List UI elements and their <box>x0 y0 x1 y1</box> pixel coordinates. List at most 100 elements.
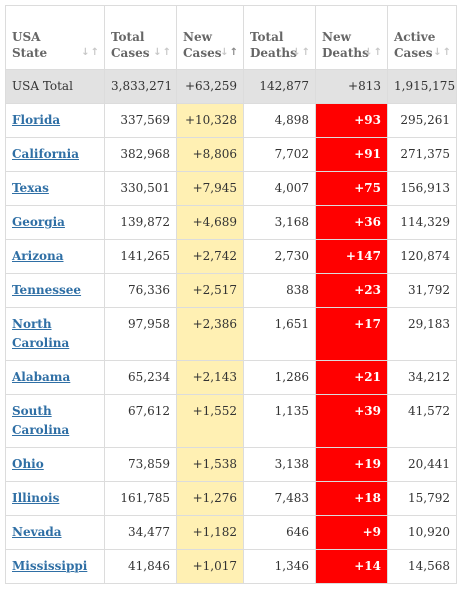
state-link[interactable]: California <box>12 147 79 161</box>
state-cell: Nevada <box>5 515 105 550</box>
column-header-line2: Cases <box>111 46 150 60</box>
state-link[interactable]: North Carolina <box>12 317 70 350</box>
state-cell: Alabama <box>5 360 105 395</box>
sort-arrow-icon: ↓ <box>364 47 373 58</box>
total-deaths-cell: 7,702 <box>243 137 316 172</box>
total-row: USA Total 3,833,271 +63,259 142,877 +813 1,91… <box>5 69 457 104</box>
column-header-total-cases[interactable]: Total Cases ↓ ↑ <box>104 5 177 70</box>
active-cases-cell: 20,441 <box>387 447 457 482</box>
total-cases-cell: 76,336 <box>104 273 177 308</box>
sort-arrow-icon: ↑ <box>162 47 171 58</box>
sort-icon[interactable]: ↓ ↑ <box>153 48 171 58</box>
state-cell: Tennessee <box>5 273 105 308</box>
sort-arrow-icon: ↓ <box>220 47 229 58</box>
state-cell: Ohio <box>5 447 105 482</box>
total-cases-cell: 41,846 <box>104 549 177 584</box>
active-cases-cell: 10,920 <box>387 515 457 550</box>
sort-arrow-icon: ↓ <box>433 47 442 58</box>
table-row: Tennessee 76,336 +2,517 838 +23 31,792 <box>5 273 457 308</box>
sort-arrow-icon: ↑ <box>373 47 382 58</box>
new-cases-cell: +1,182 <box>176 515 244 550</box>
column-header-state[interactable]: USA State ↓ ↑ <box>5 5 105 70</box>
header-row: USA State ↓ ↑ Total Cases ↓ ↑ New Cases ↓ ↑ Total Dea… <box>5 5 457 70</box>
column-header-line1: Active <box>394 30 436 44</box>
active-cases-cell: 34,212 <box>387 360 457 395</box>
total-cases-cell: 65,234 <box>104 360 177 395</box>
state-link[interactable]: Arizona <box>12 249 64 263</box>
new-cases-cell: +63,259 <box>176 69 244 104</box>
new-deaths-cell: +147 <box>315 239 388 274</box>
total-cases-cell: 337,569 <box>104 103 177 138</box>
active-cases-cell: 114,329 <box>387 205 457 240</box>
sort-icon[interactable]: ↓ ↑ <box>292 48 310 58</box>
state-link[interactable]: Ohio <box>12 457 44 471</box>
table-row: Georgia 139,872 +4,689 3,168 +36 114,329 <box>5 205 457 240</box>
total-deaths-cell: 2,730 <box>243 239 316 274</box>
new-deaths-cell: +14 <box>315 549 388 584</box>
new-deaths-cell: +813 <box>315 69 388 104</box>
state-cell: Arizona <box>5 239 105 274</box>
total-deaths-cell: 838 <box>243 273 316 308</box>
table-row: Florida 337,569 +10,328 4,898 +93 295,261 <box>5 103 457 138</box>
sort-icon[interactable]: ↓ ↑ <box>433 48 451 58</box>
sort-arrow-icon: ↑ <box>301 47 310 58</box>
state-cell: Florida <box>5 103 105 138</box>
total-deaths-cell: 1,346 <box>243 549 316 584</box>
column-header-new-deaths[interactable]: New Deaths ↓ ↑ <box>315 5 388 70</box>
column-header-total-deaths[interactable]: Total Deaths ↓ ↑ <box>243 5 316 70</box>
state-cell: Texas <box>5 171 105 206</box>
sort-arrow-icon: ↓ <box>81 47 90 58</box>
total-deaths-cell: 4,898 <box>243 103 316 138</box>
state-link[interactable]: Georgia <box>12 215 65 229</box>
total-deaths-cell: 142,877 <box>243 69 316 104</box>
new-deaths-cell: +23 <box>315 273 388 308</box>
sort-icon[interactable]: ↓ ↑ <box>81 48 99 58</box>
table-row: California 382,968 +8,806 7,702 +91 271,375 <box>5 137 457 172</box>
total-deaths-cell: 3,168 <box>243 205 316 240</box>
total-cases-cell: 330,501 <box>104 171 177 206</box>
new-deaths-cell: +21 <box>315 360 388 395</box>
state-link[interactable]: Mississippi <box>12 559 88 573</box>
state-link[interactable]: South Carolina <box>12 404 70 437</box>
active-cases-cell: 14,568 <box>387 549 457 584</box>
total-cases-cell: 34,477 <box>104 515 177 550</box>
sort-icon[interactable]: ↓ ↑ <box>220 48 238 58</box>
total-cases-cell: 73,859 <box>104 447 177 482</box>
state-cell: USA Total <box>5 69 105 104</box>
total-cases-cell: 67,612 <box>104 394 177 448</box>
state-link[interactable]: Texas <box>12 181 49 195</box>
column-header-active-cases[interactable]: Active Cases ↓ ↑ <box>387 5 457 70</box>
new-cases-cell: +4,689 <box>176 205 244 240</box>
table-row: Arizona 141,265 +2,742 2,730 +147 120,874 <box>5 239 457 274</box>
column-header-line1: New <box>183 30 212 44</box>
state-link[interactable]: Florida <box>12 113 61 127</box>
state-link[interactable]: Alabama <box>12 370 71 384</box>
state-link[interactable]: Nevada <box>12 525 62 539</box>
table-row: South Carolina 67,612 +1,552 1,135 +39 41,572 <box>5 394 457 448</box>
total-deaths-cell: 7,483 <box>243 481 316 516</box>
sort-arrow-icon: ↑ <box>90 47 99 58</box>
active-cases-cell: 41,572 <box>387 394 457 448</box>
new-cases-cell: +1,017 <box>176 549 244 584</box>
table-row: Illinois 161,785 +1,276 7,483 +18 15,792 <box>5 481 457 516</box>
column-header-line1: New <box>322 30 351 44</box>
covid-states-table: USA State ↓ ↑ Total Cases ↓ ↑ New Cases ↓ ↑ Total Dea… <box>5 5 457 584</box>
active-cases-cell: 271,375 <box>387 137 457 172</box>
active-cases-cell: 156,913 <box>387 171 457 206</box>
state-cell: Mississippi <box>5 549 105 584</box>
new-deaths-cell: +39 <box>315 394 388 448</box>
state-link[interactable]: Tennessee <box>12 283 82 297</box>
sort-arrow-icon: ↑ <box>229 47 238 58</box>
sort-arrow-icon: ↓ <box>292 47 301 58</box>
column-header-new-cases[interactable]: New Cases ↓ ↑ <box>176 5 244 70</box>
total-cases-cell: 161,785 <box>104 481 177 516</box>
table-row: Alabama 65,234 +2,143 1,286 +21 34,212 <box>5 360 457 395</box>
sort-icon[interactable]: ↓ ↑ <box>364 48 382 58</box>
total-deaths-cell: 1,135 <box>243 394 316 448</box>
new-deaths-cell: +75 <box>315 171 388 206</box>
table-body: USA Total 3,833,271 +63,259 142,877 +813 1,91… <box>5 69 457 584</box>
table-row: Nevada 34,477 +1,182 646 +9 10,920 <box>5 515 457 550</box>
new-cases-cell: +2,143 <box>176 360 244 395</box>
total-cases-cell: 382,968 <box>104 137 177 172</box>
state-link[interactable]: Illinois <box>12 491 60 505</box>
